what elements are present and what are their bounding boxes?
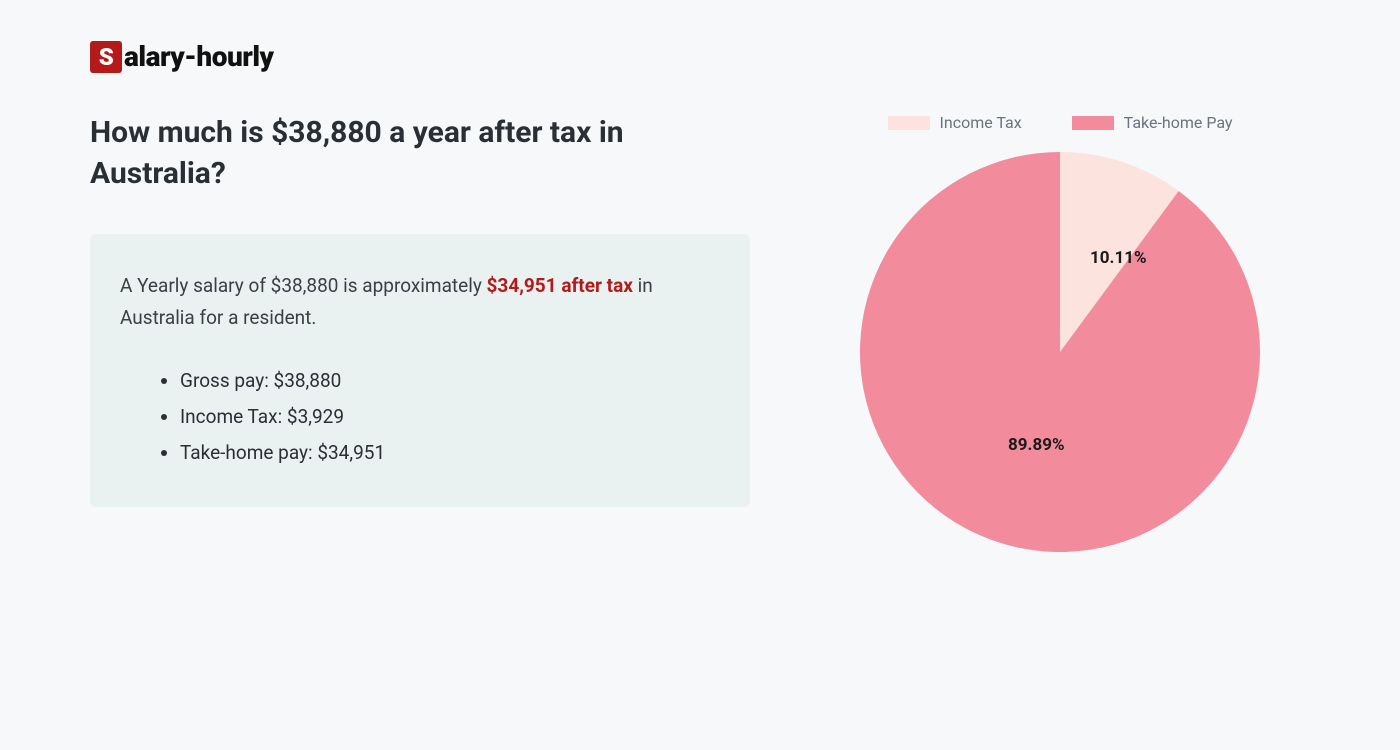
legend-label: Take-home Pay <box>1124 113 1233 132</box>
content-row: How much is $38,880 a year after tax in … <box>90 113 1310 552</box>
pie-label-income-tax: 10.11% <box>1090 248 1147 268</box>
pie-label-take-home: 89.89% <box>1008 435 1065 455</box>
page-title: How much is $38,880 a year after tax in … <box>90 113 750 194</box>
logo-badge: S <box>90 41 122 73</box>
list-item: Gross pay: $38,880 <box>180 363 720 399</box>
info-summary: A Yearly salary of $38,880 is approximat… <box>120 270 720 335</box>
logo-text: alary-hourly <box>124 40 274 73</box>
legend-swatch <box>888 116 930 130</box>
info-list: Gross pay: $38,880 Income Tax: $3,929 Ta… <box>120 363 720 471</box>
pie-chart: 10.11% 89.89% <box>860 152 1260 552</box>
right-column: Income Tax Take-home Pay 10.11% 89.89% <box>810 113 1310 552</box>
logo: Salary-hourly <box>90 40 1310 73</box>
legend-label: Income Tax <box>940 113 1022 132</box>
info-highlight: $34,951 after tax <box>487 274 633 297</box>
pie-svg <box>860 152 1260 552</box>
legend-item-income-tax: Income Tax <box>888 113 1022 132</box>
list-item: Take-home pay: $34,951 <box>180 435 720 471</box>
info-text-before: A Yearly salary of $38,880 is approximat… <box>120 274 487 297</box>
list-item: Income Tax: $3,929 <box>180 399 720 435</box>
left-column: How much is $38,880 a year after tax in … <box>90 113 750 552</box>
legend-item-take-home: Take-home Pay <box>1072 113 1233 132</box>
legend-swatch <box>1072 116 1114 130</box>
chart-legend: Income Tax Take-home Pay <box>810 113 1310 132</box>
info-box: A Yearly salary of $38,880 is approximat… <box>90 234 750 507</box>
